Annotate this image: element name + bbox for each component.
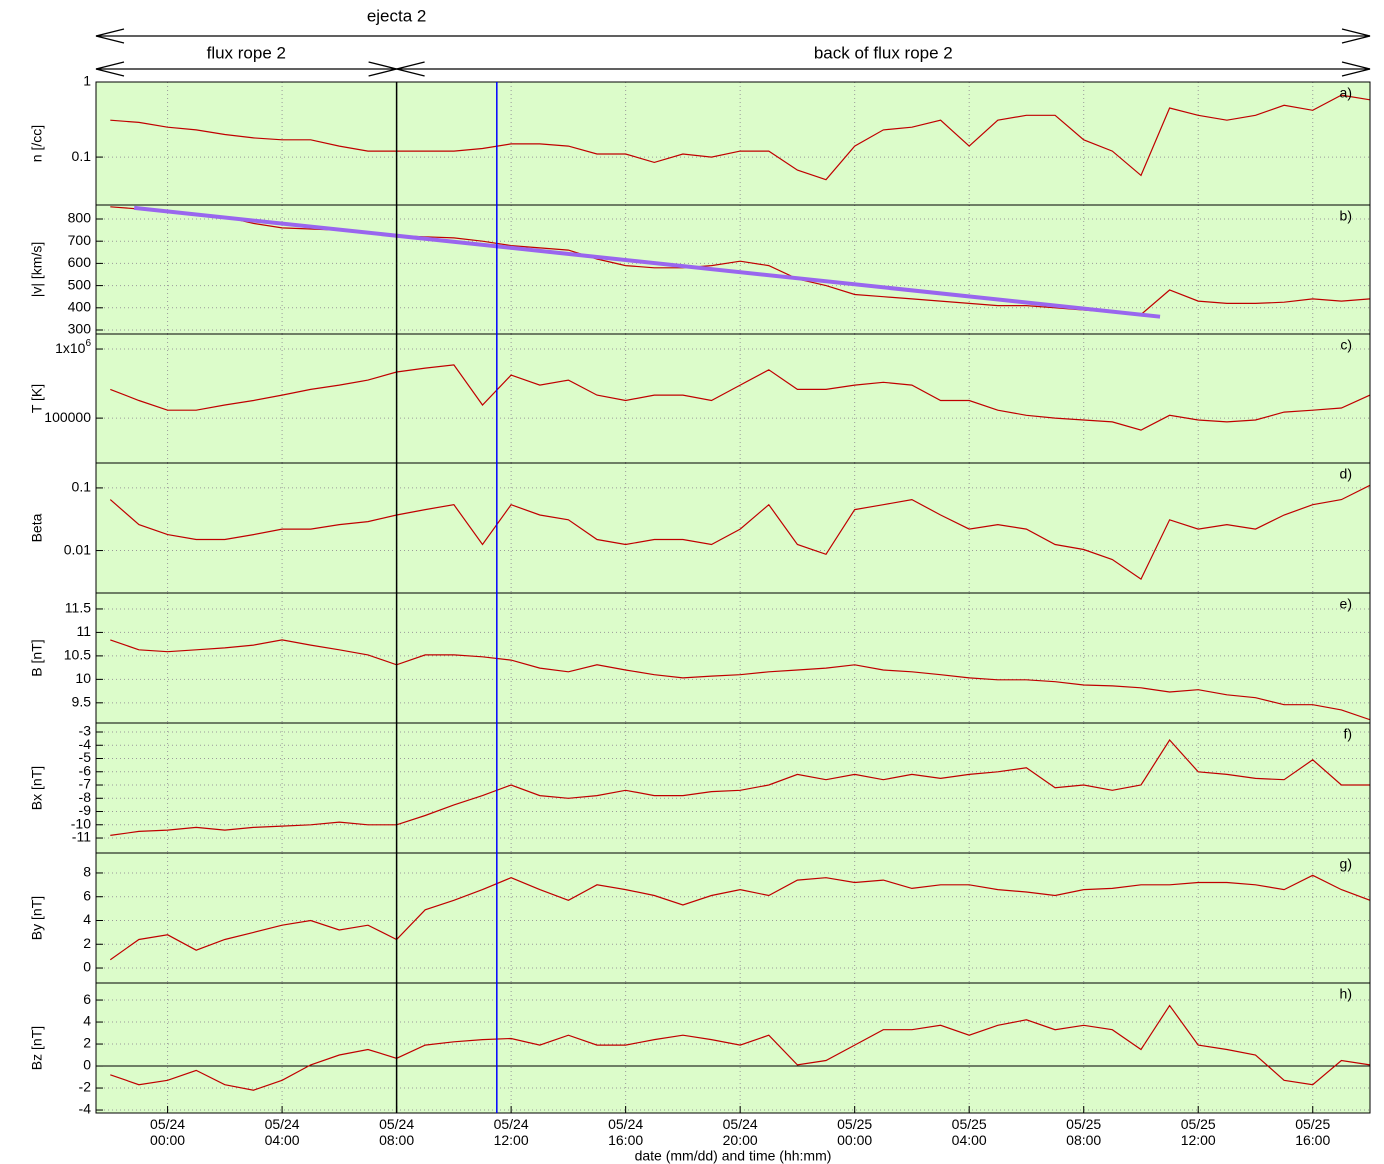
y-tick-label: 11 (76, 623, 91, 639)
y-tick-label: 0.01 (64, 541, 91, 557)
y-tick-label: 10 (75, 670, 91, 686)
panel-letter: h) (1340, 986, 1352, 1002)
panel-letter: a) (1340, 85, 1352, 101)
y-tick-label: -7 (79, 776, 92, 792)
data-line (110, 94, 1370, 181)
y-tick-label: 6 (83, 991, 91, 1007)
y-tick-label: 700 (68, 232, 92, 248)
y-tick-label: -3 (79, 723, 92, 739)
y-axis-label: Beta (29, 513, 45, 542)
y-tick-label: 300 (68, 321, 92, 337)
y-tick-label: 0 (83, 1057, 91, 1073)
data-line (109, 874, 1370, 961)
y-axis-label: By [nT] (29, 896, 45, 940)
y-axis-label: n [/cc] (29, 125, 45, 162)
y-tick-label: -6 (79, 762, 92, 778)
y-axis-label: Bz [nT] (29, 1026, 45, 1070)
y-tick-label: 800 (68, 210, 92, 226)
panel-letter: b) (1340, 208, 1352, 224)
data-line (110, 739, 1370, 836)
y-tick-label: -10 (71, 815, 91, 831)
data-line (109, 484, 1370, 580)
x-tick-label: 05/25 16:00 (1295, 1116, 1330, 1148)
panel-letter: d) (1340, 466, 1352, 482)
y-tick-label: 100000 (44, 409, 91, 425)
data-line (110, 639, 1370, 721)
panel-background (96, 723, 1370, 853)
annotation-label: ejecta 2 (367, 6, 427, 25)
y-tick-label: 10.5 (64, 647, 91, 663)
panel-letter: g) (1340, 856, 1352, 872)
y-axis-label: B [nT] (29, 639, 45, 676)
x-tick-label: 05/25 08:00 (1066, 1116, 1101, 1148)
y-tick-label: 2 (83, 1035, 91, 1051)
y-tick-label: 1 (83, 73, 91, 89)
y-tick-label: -4 (79, 1101, 92, 1117)
panel-background (96, 983, 1370, 1113)
y-tick-label: -8 (79, 789, 92, 805)
panel-background (96, 463, 1370, 593)
panel-background (96, 853, 1370, 983)
panel-background (96, 82, 1370, 205)
y-tick-label: -9 (79, 802, 92, 818)
y-tick-label: 0 (83, 959, 91, 975)
y-tick-label: 9.5 (72, 694, 92, 710)
panel-letter: f) (1343, 726, 1352, 742)
x-tick-label: 05/24 00:00 (150, 1116, 185, 1148)
arrow-head (95, 28, 125, 44)
x-tick-label: 05/24 12:00 (494, 1116, 529, 1148)
x-tick-label: 05/25 12:00 (1181, 1116, 1216, 1148)
arrow-head (1341, 28, 1371, 44)
data-line (110, 1004, 1370, 1091)
y-tick-label: 6 (83, 887, 91, 903)
annotation-label: back of flux rope 2 (814, 43, 953, 62)
y-axis-label: |v| [km/s] (29, 242, 45, 298)
y-tick-label: -5 (79, 749, 92, 765)
x-tick-label: 05/24 08:00 (379, 1116, 414, 1148)
annotation-label: flux rope 2 (207, 43, 286, 62)
y-tick-label: -4 (79, 736, 92, 752)
y-tick-label: 4 (83, 911, 91, 927)
y-tick-label: 8 (83, 864, 91, 880)
x-tick-label: 05/25 04:00 (952, 1116, 987, 1148)
x-tick-label: 05/24 16:00 (608, 1116, 643, 1148)
panel-letter: e) (1340, 596, 1352, 612)
fit-line (133, 205, 1161, 319)
data-line (110, 364, 1370, 431)
arrow-head (1341, 61, 1371, 77)
y-tick-label: 400 (68, 299, 92, 315)
y-tick-label: 11.5 (65, 600, 91, 616)
arrow-head (396, 61, 425, 77)
y-tick-label: -11 (72, 829, 91, 845)
y-tick-label: 1x106 (55, 338, 91, 356)
x-tick-label: 05/24 04:00 (265, 1116, 300, 1148)
panel-frame (95, 982, 1371, 1114)
y-tick-label: 0.1 (72, 148, 92, 164)
y-axis-label: Bx [nT] (29, 766, 45, 810)
panel-letter: c) (1340, 337, 1352, 353)
x-tick-label: 05/24 20:00 (723, 1116, 758, 1148)
y-tick-label: -2 (79, 1079, 92, 1095)
y-axis-label: T [K] (29, 384, 45, 413)
x-axis-label: date (mm/dd) and time (hh:mm) (635, 1148, 832, 1164)
panel-background (96, 334, 1370, 463)
y-tick-label: 600 (68, 254, 92, 270)
y-tick-label: 4 (83, 1013, 91, 1029)
arrow-head (95, 61, 125, 77)
x-tick-label: 05/25 00:00 (837, 1116, 872, 1148)
y-tick-label: 0.1 (72, 479, 92, 495)
y-tick-label: 2 (83, 935, 91, 951)
panel-background (96, 593, 1370, 723)
y-tick-label: 500 (68, 276, 92, 292)
